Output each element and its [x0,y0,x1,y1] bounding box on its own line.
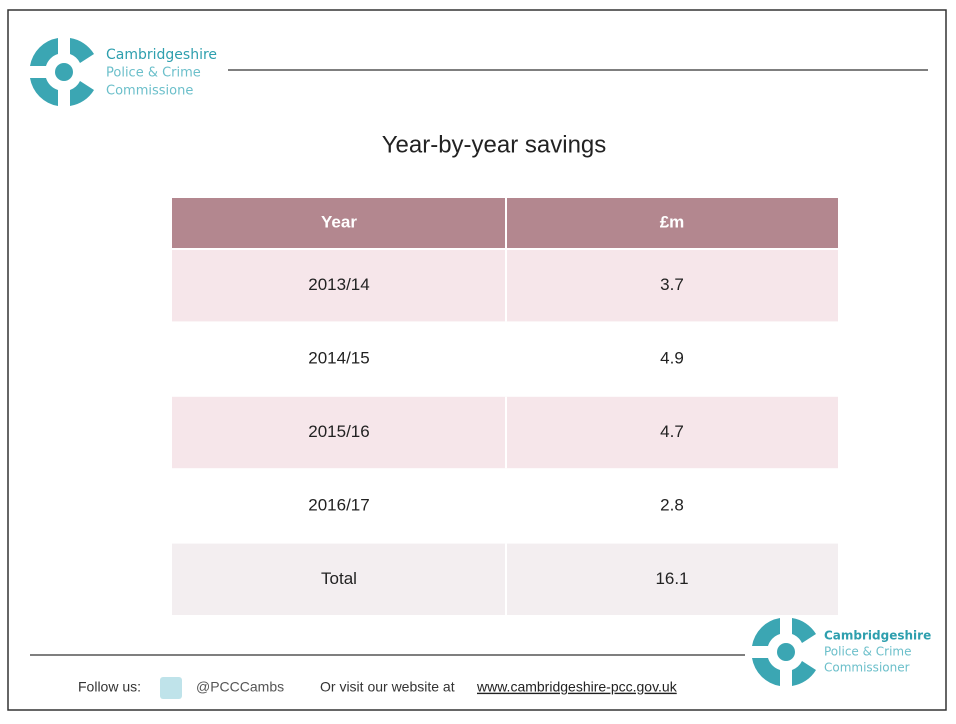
table-cell: 16.1 [655,569,688,588]
footer-visit: Or visit our website at [320,679,455,695]
table-cell: 2013/14 [308,275,369,294]
logo-line: Commissione [106,84,193,99]
table-cell: 3.7 [660,275,684,294]
header-cell: Year [321,212,357,231]
footer-handle[interactable]: @PCCCambs [196,679,284,695]
table: Year £m 2013/14 3.7 2014/15 4.9 2015/16 4.7 2016… [172,198,838,615]
table-cell: 2.8 [660,495,684,514]
table-cell: 4.7 [660,422,684,441]
logo-line: Cambridgeshire [824,629,931,643]
logo-top-icon [30,38,94,106]
header-cell: £m [660,212,685,231]
logo-bottom-icon [752,618,816,686]
footer-url[interactable]: www.cambridgeshire-pcc.gov.uk [476,679,678,695]
logo-line: Commissioner [824,661,910,675]
logo-line: Cambridgeshire [106,47,217,63]
logo-line: Police & Crime [824,645,912,659]
table-cell: 2015/16 [308,422,369,441]
table-cell: 2014/15 [308,349,369,368]
twitter-icon [160,677,182,699]
title: Year-by-year savings [382,131,607,158]
table-cell: 4.9 [660,349,684,368]
table-cell: 2016/17 [308,495,369,514]
table-cell: Total [321,569,357,588]
logo-line: Police & Crime [106,66,201,81]
footer-follow: Follow us: [78,679,141,695]
